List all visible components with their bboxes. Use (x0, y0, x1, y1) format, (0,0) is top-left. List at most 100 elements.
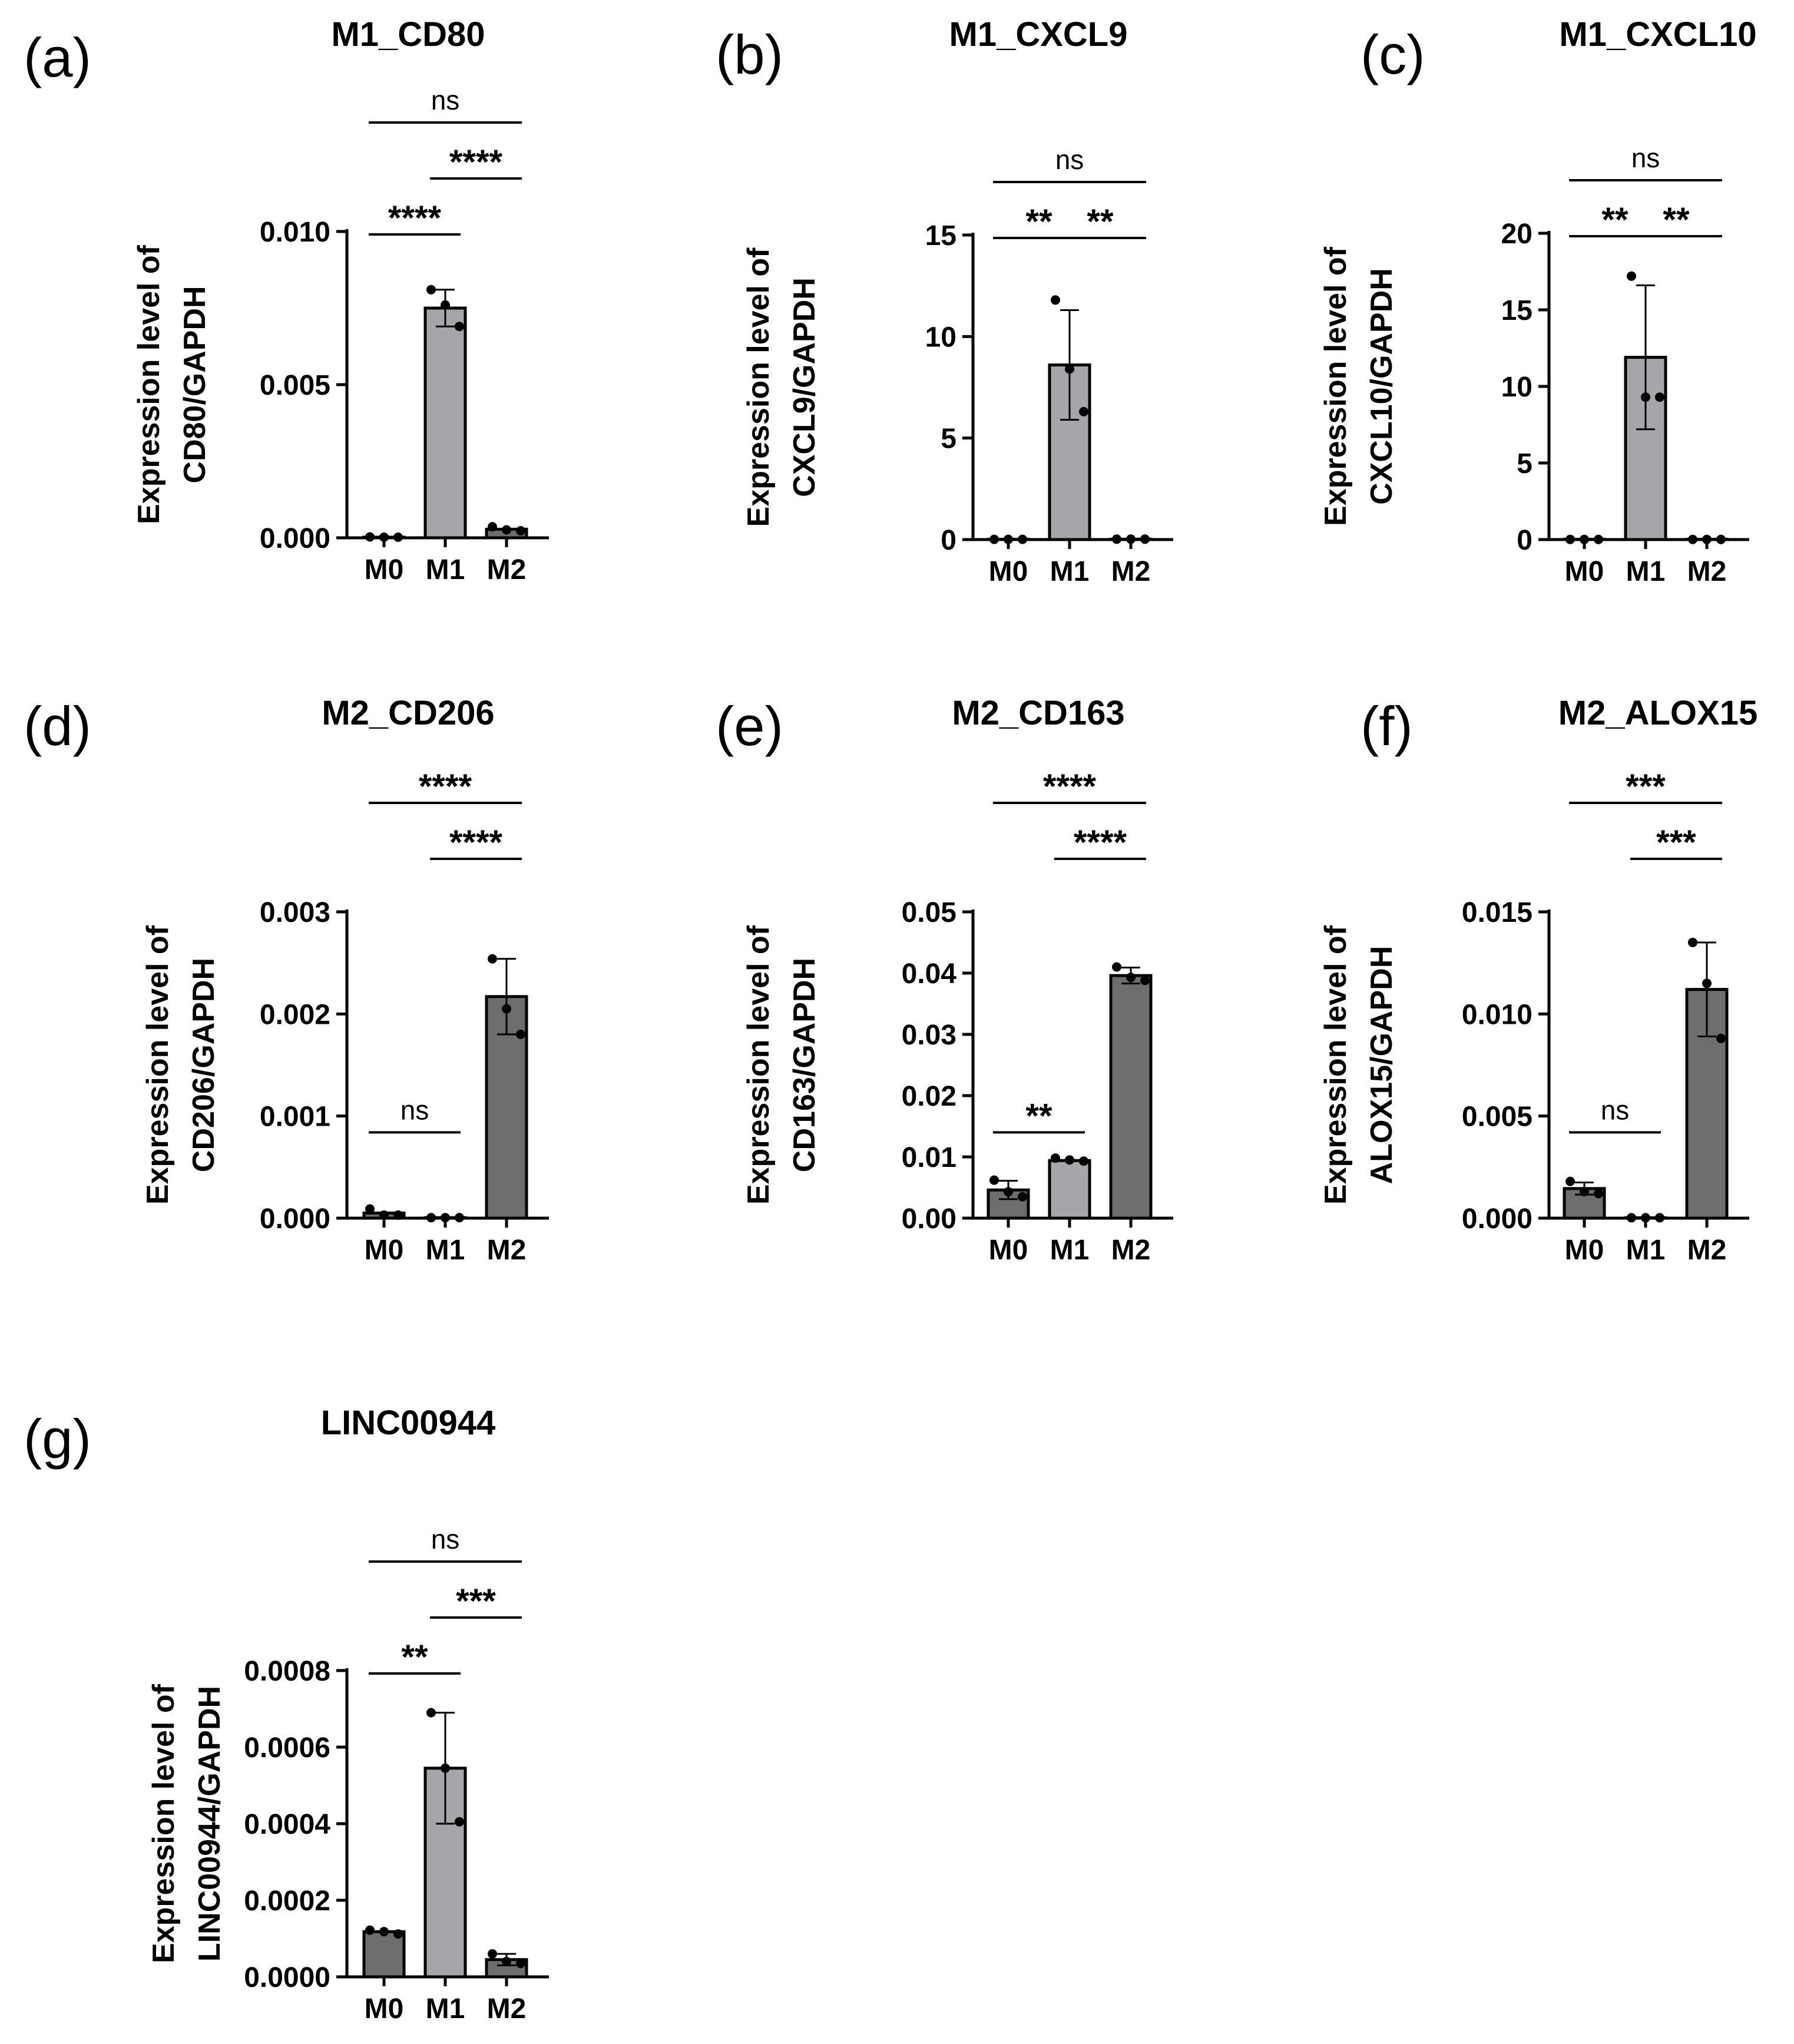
y-tick-label: 0.05 (902, 897, 956, 928)
y-tick-label: 0.03 (902, 1020, 956, 1051)
y-tick-label: 0.0004 (244, 1809, 330, 1840)
data-point (502, 1957, 511, 1966)
panel-label: (f) (1361, 695, 1413, 757)
significance-label: *** (456, 1582, 496, 1620)
y-tick-label: 0.0002 (244, 1886, 330, 1917)
y-tick-label: 0.0006 (244, 1732, 330, 1764)
data-point (1627, 271, 1636, 281)
y-axis-label: LINC00944/GAPDH (193, 1686, 227, 1962)
x-tick-label: M1 (1626, 1235, 1666, 1266)
significance-label: ** (401, 1638, 428, 1676)
x-tick-label: M0 (365, 554, 404, 586)
significance-label: ** (1087, 203, 1114, 241)
data-point (365, 532, 375, 542)
y-axis-label: CXCL9/GAPDH (787, 277, 822, 497)
panel-label: (g) (24, 1408, 91, 1470)
significance-label: ** (1025, 203, 1052, 241)
x-tick-label: M1 (1626, 556, 1666, 587)
x-tick-label: M1 (426, 1235, 465, 1266)
bar-m1 (423, 306, 467, 540)
data-point (1716, 534, 1726, 544)
chart-title: M1_CXCL9 (949, 15, 1128, 54)
panel-e: (e) M2_CD163 Expression level of CD163/GAPD… (716, 694, 1173, 1266)
x-tick-label: M2 (487, 1993, 527, 2025)
y-axis-label: Expression level of (1319, 246, 1353, 526)
data-point (1051, 1153, 1060, 1163)
significance-label: ns (1631, 143, 1660, 173)
significance-label: ns (1601, 1094, 1630, 1125)
significance-label: ns (400, 1094, 429, 1125)
y-tick-label: 0.005 (260, 370, 330, 401)
significance-label: ** (1663, 201, 1690, 239)
data-point (426, 1708, 436, 1718)
y-tick-label: 15 (1501, 295, 1532, 326)
x-tick-label: M2 (1111, 556, 1151, 587)
data-point (1688, 534, 1697, 544)
data-point (393, 532, 403, 542)
data-point (516, 1959, 525, 1969)
y-tick-label: 0.0000 (244, 1962, 330, 1993)
x-tick-label: M0 (989, 556, 1028, 587)
y-axis-label: Expression level of (742, 247, 776, 527)
x-tick-label: M2 (1687, 556, 1727, 587)
chart-title: M1_CD80 (331, 15, 485, 54)
data-point (989, 534, 999, 544)
data-point (989, 1175, 999, 1185)
data-point (1580, 1186, 1589, 1196)
y-axis-label: CXCL10/GAPDH (1365, 268, 1399, 505)
y-tick-label: 0.04 (902, 958, 957, 990)
significance-label: *** (1656, 823, 1696, 862)
y-tick-label: 0.000 (1462, 1203, 1532, 1235)
chart-title: LINC00944 (321, 1404, 496, 1442)
x-tick-label: M2 (487, 1235, 527, 1266)
x-tick-label: M0 (1565, 1235, 1604, 1266)
panel-label: (a) (24, 27, 91, 88)
significance-label: **** (388, 199, 442, 237)
data-point (365, 1925, 375, 1935)
significance-label: **** (449, 143, 503, 181)
data-point (1079, 1156, 1088, 1166)
y-tick-label: 0.00 (902, 1203, 956, 1235)
x-tick-label: M1 (426, 554, 465, 586)
data-point (502, 1004, 511, 1014)
data-point (455, 1213, 464, 1223)
x-tick-label: M1 (1050, 1235, 1090, 1266)
data-point (1565, 1176, 1575, 1186)
data-point (502, 525, 511, 535)
y-tick-label: 0.005 (1462, 1102, 1532, 1133)
data-point (1702, 534, 1712, 544)
data-point (426, 285, 436, 295)
data-point (365, 1204, 375, 1214)
x-tick-label: M0 (989, 1235, 1028, 1266)
data-point (1702, 978, 1712, 988)
significance-label: ** (1025, 1097, 1052, 1135)
y-axis-label: Expression level of (147, 1684, 181, 1963)
data-point (1140, 534, 1150, 544)
y-tick-label: 0.003 (260, 897, 330, 928)
data-point (1594, 534, 1603, 544)
y-axis-label: Expression level of (141, 925, 175, 1205)
data-point (516, 526, 525, 536)
data-point (455, 1817, 464, 1827)
y-axis-label: CD163/GAPDH (787, 958, 822, 1172)
chart-title: M2_CD206 (322, 694, 494, 732)
data-point (441, 1213, 450, 1223)
chart-title: M2_CD163 (952, 694, 1124, 732)
significance-label: ns (431, 85, 460, 115)
panel-c: (c) M1_CXCL10 Expression level of CXCL10/GA… (1319, 15, 1757, 587)
data-point (379, 532, 389, 542)
x-tick-label: M2 (487, 554, 527, 586)
significance-label: **** (449, 823, 503, 862)
y-axis-label: CD80/GAPDH (178, 286, 212, 483)
y-tick-label: 0.000 (260, 523, 330, 554)
data-point (1112, 534, 1121, 544)
data-point (441, 300, 450, 310)
y-tick-label: 0 (1517, 525, 1532, 556)
data-point (1079, 406, 1088, 416)
panel-label: (c) (1361, 24, 1425, 85)
bar-m2 (1109, 974, 1153, 1220)
significance-label: ns (431, 1524, 460, 1555)
y-tick-label: 10 (925, 322, 956, 353)
data-point (1655, 392, 1664, 402)
